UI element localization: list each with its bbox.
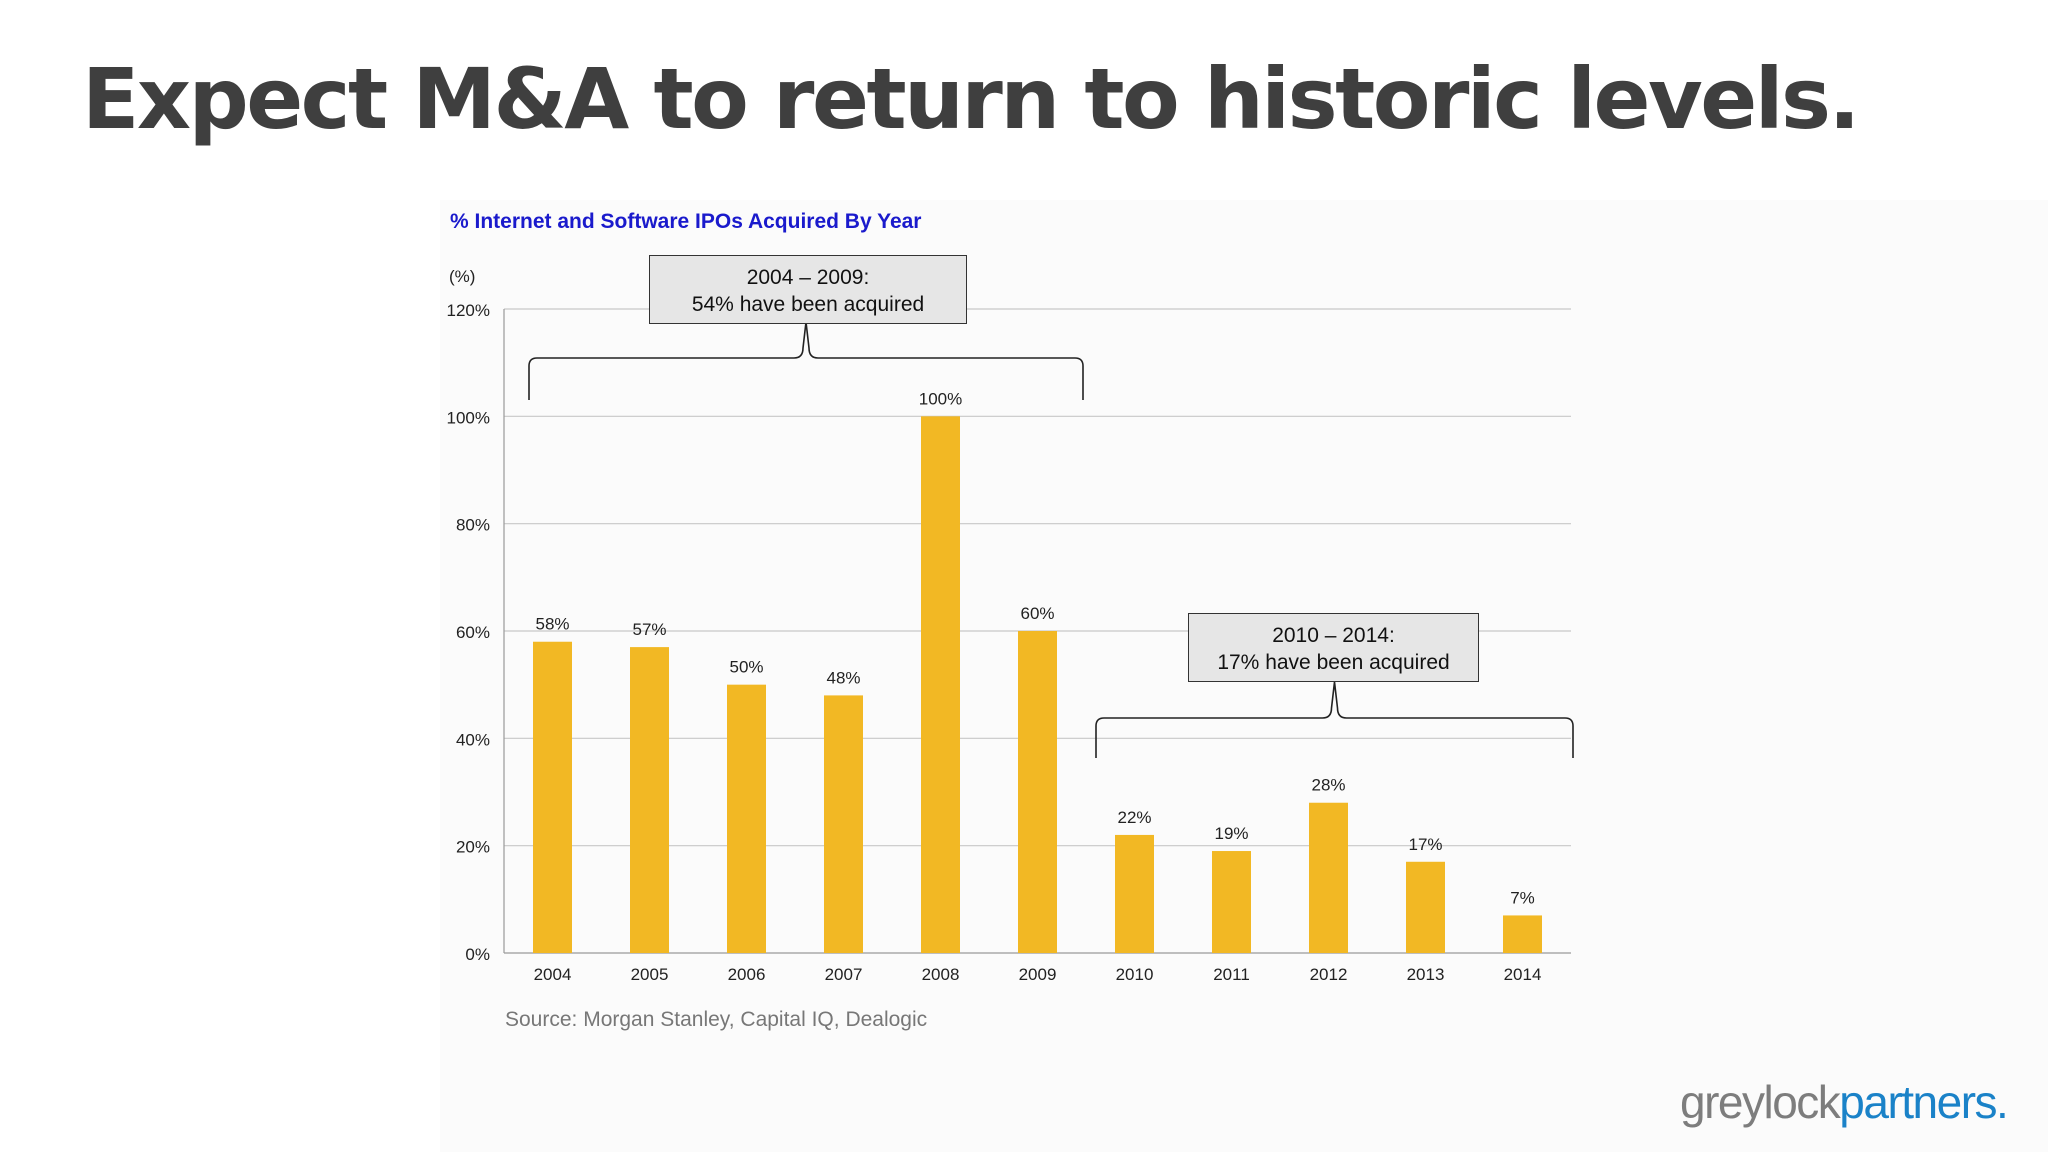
bracket-2010-2014 xyxy=(1095,681,1574,758)
callout-2010-2014: 2010 – 2014: 17% have been acquired xyxy=(1188,613,1479,682)
bar xyxy=(921,416,960,953)
bar xyxy=(630,647,669,953)
data-label: 17% xyxy=(1408,835,1442,854)
callout-2004-2009: 2004 – 2009: 54% have been acquired xyxy=(649,255,967,324)
x-tick-label: 2007 xyxy=(825,965,863,984)
x-tick-label: 2006 xyxy=(728,965,766,984)
x-tick-label: 2011 xyxy=(1213,965,1250,984)
y-axis-label: (%) xyxy=(449,267,475,286)
data-label: 7% xyxy=(1510,888,1535,907)
bar xyxy=(1018,631,1057,953)
data-label: 100% xyxy=(919,389,962,408)
bar xyxy=(1503,915,1542,953)
bar xyxy=(1406,861,1445,953)
slide-title: Expect M&A to return to historic levels. xyxy=(82,50,1860,148)
bar xyxy=(1115,834,1154,953)
data-label: 50% xyxy=(729,658,763,677)
y-tick-label: 40% xyxy=(456,730,490,749)
x-tick-label: 2008 xyxy=(922,965,960,984)
y-tick-label: 100% xyxy=(447,408,490,427)
x-tick-label: 2010 xyxy=(1116,965,1154,984)
data-label: 22% xyxy=(1117,808,1151,827)
x-tick-label: 2013 xyxy=(1407,965,1445,984)
bar xyxy=(1212,851,1251,953)
bar xyxy=(1309,802,1348,953)
x-tick-label: 2009 xyxy=(1019,965,1057,984)
callout-period: 2004 – 2009: xyxy=(746,266,870,289)
x-tick-label: 2005 xyxy=(631,965,669,984)
bar xyxy=(727,684,766,953)
y-tick-label: 0% xyxy=(465,945,490,964)
callout-period: 2010 – 2014: xyxy=(1272,624,1395,647)
x-tick-label: 2004 xyxy=(534,965,572,984)
data-label: 28% xyxy=(1311,776,1345,795)
brand-logo-part1: greylock xyxy=(1680,1076,1841,1128)
data-label: 60% xyxy=(1020,604,1054,623)
y-tick-label: 60% xyxy=(456,623,490,642)
y-tick-label: 20% xyxy=(456,838,490,857)
bar xyxy=(533,641,572,953)
source-note: Source: Morgan Stanley, Capital IQ, Deal… xyxy=(505,1008,928,1031)
data-label: 48% xyxy=(826,668,860,687)
data-label: 58% xyxy=(535,615,569,634)
callout-text: 54% have been acquired xyxy=(691,293,925,316)
bracket-2004-2009 xyxy=(528,321,1084,400)
data-label: 19% xyxy=(1214,824,1248,843)
brand-logo: greylockpartners. xyxy=(1680,1075,2009,1129)
x-tick-label: 2012 xyxy=(1310,965,1348,984)
chart-title: % Internet and Software IPOs Acquired By… xyxy=(450,210,922,233)
callout-text: 17% have been acquired xyxy=(1217,651,1450,674)
y-tick-label: 120% xyxy=(447,301,490,320)
bar xyxy=(824,695,863,953)
x-tick-label: 2014 xyxy=(1504,965,1542,984)
y-tick-label: 80% xyxy=(456,516,490,535)
brand-logo-part2: partners. xyxy=(1839,1076,2009,1128)
data-label: 57% xyxy=(632,620,666,639)
